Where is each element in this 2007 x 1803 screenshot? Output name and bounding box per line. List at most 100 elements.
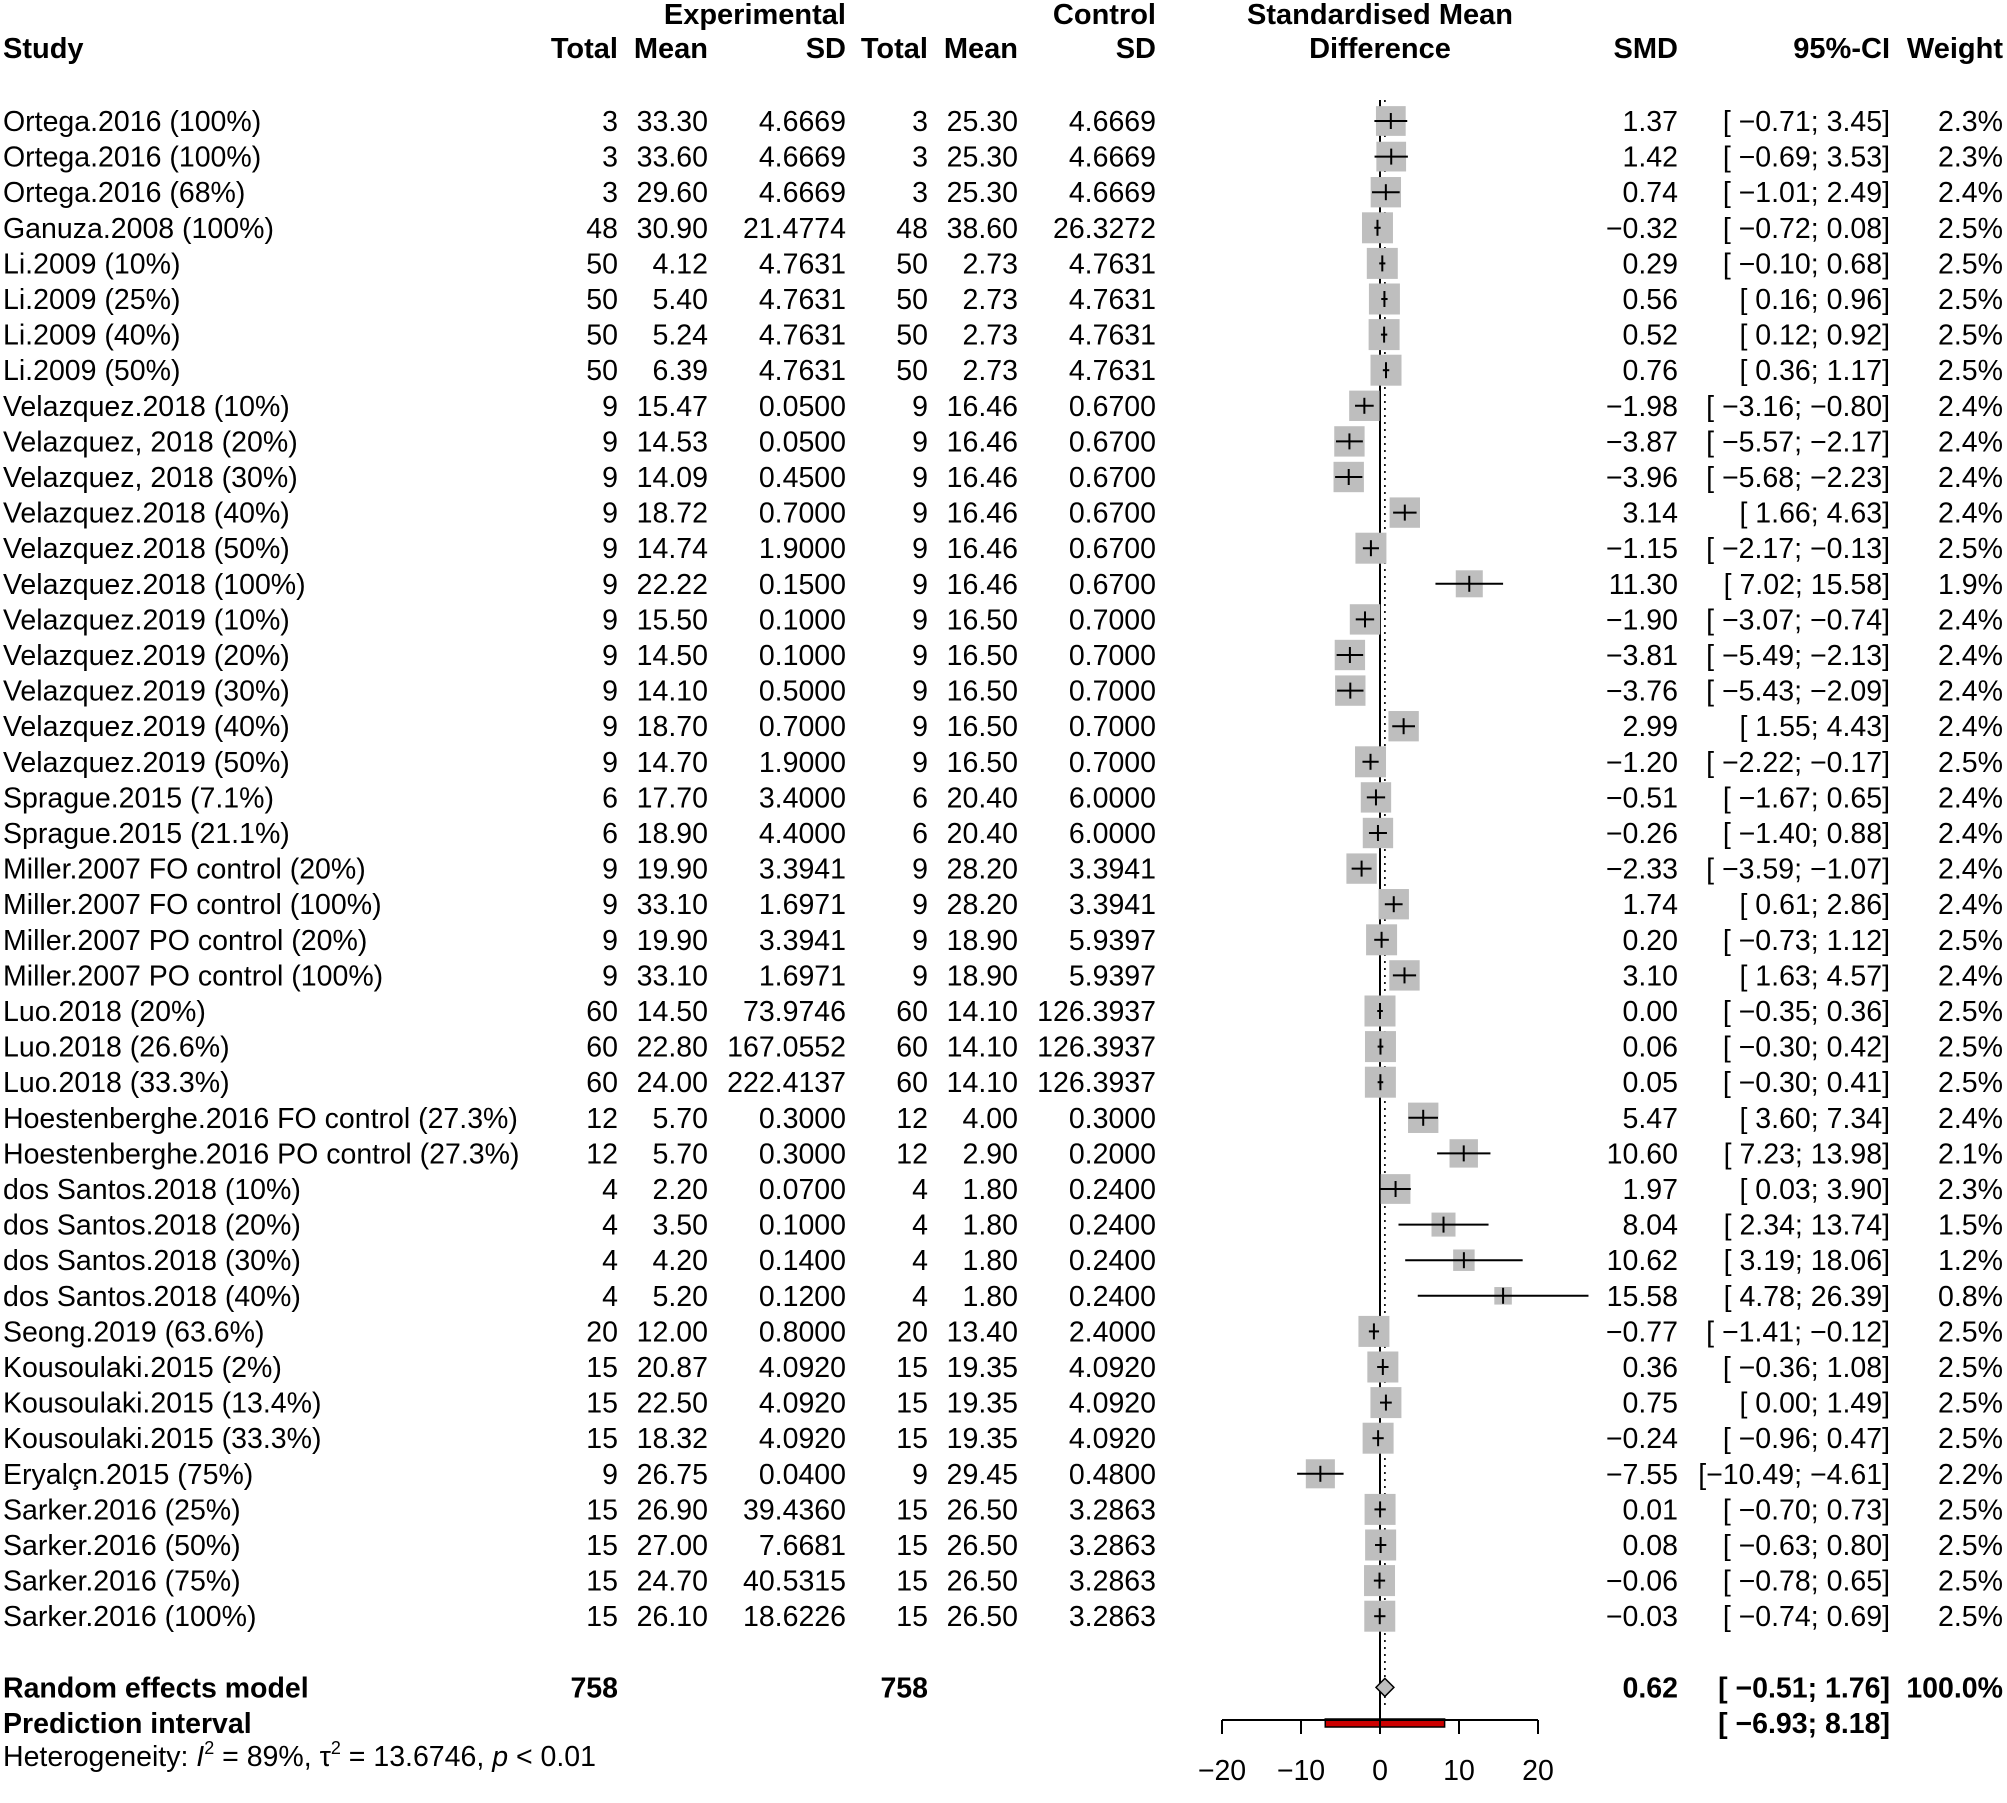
- cell-smd: 0.01: [1623, 1494, 1678, 1526]
- cell-ci: [ 3.19; 18.06]: [1724, 1245, 1890, 1277]
- cell-c-mean: 16.46: [947, 426, 1018, 458]
- cell-study: Kousoulaki.2015 (33.3%): [3, 1423, 321, 1455]
- cell-weight: 1.2%: [1938, 1245, 2003, 1277]
- cell-study: Hoestenberghe.2016 FO control (27.3%): [3, 1103, 518, 1135]
- cell-e-mean: 14.10: [637, 676, 708, 708]
- cell-c-sd: 126.3937: [1037, 996, 1156, 1028]
- cell-e-total: 9: [602, 711, 618, 743]
- cell-e-mean: 14.50: [637, 996, 708, 1028]
- cell-c-mean: 26.50: [947, 1530, 1018, 1562]
- cell-e-total: 50: [586, 248, 618, 280]
- cell-c-total: 9: [912, 462, 928, 494]
- cell-e-total: 9: [602, 604, 618, 636]
- cell-e-mean: 26.75: [637, 1459, 708, 1491]
- cell-study: Velazquez.2018 (10%): [3, 391, 290, 423]
- cell-c-sd: 4.0920: [1069, 1388, 1156, 1420]
- cell-e-sd: 222.4137: [727, 1067, 846, 1099]
- table-row: Ortega.2016 (100%) 3 33.30 4.6669 3 25.30 4.66…: [3, 106, 2003, 138]
- cell-study: Sarker.2016 (75%): [3, 1566, 241, 1598]
- cell-c-total: 9: [912, 925, 928, 957]
- cell-ci: [ −0.30; 0.41]: [1723, 1067, 1890, 1099]
- cell-smd: 0.52: [1623, 320, 1678, 352]
- cell-c-total: 12: [896, 1138, 928, 1170]
- random-effects-label: Random effects model: [3, 1672, 309, 1704]
- random-effects-row: Random effects model 758 758 0.62 [ −0.51; 1…: [3, 1672, 2003, 1704]
- cell-ci: [ −2.17; −0.13]: [1706, 533, 1890, 565]
- cell-ci: [ −0.30; 0.42]: [1723, 1032, 1890, 1064]
- table-row: Li.2009 (50%) 50 6.39 4.7631 50 2.73 4.7631 0.7…: [3, 355, 2003, 387]
- cell-e-mean: 33.60: [637, 142, 708, 174]
- cell-e-sd: 0.3000: [759, 1138, 846, 1170]
- cell-smd: −7.55: [1606, 1459, 1678, 1491]
- table-row: Velazquez.2019 (50%) 9 14.70 1.9000 9 16.50 0.…: [3, 747, 2003, 779]
- summary-diamond: [1374, 1677, 1395, 1698]
- cell-e-sd: 0.4500: [759, 462, 846, 494]
- cell-c-mean: 16.50: [947, 711, 1018, 743]
- cell-c-total: 9: [912, 711, 928, 743]
- cell-c-total: 15: [896, 1601, 928, 1633]
- cell-e-total: 4: [602, 1245, 618, 1277]
- cell-study: Miller.2007 PO control (100%): [3, 960, 383, 992]
- cell-weight: 2.5%: [1938, 533, 2003, 565]
- table-row: Velazquez, 2018 (20%) 9 14.53 0.0500 9 16.46 0…: [3, 426, 2003, 458]
- cell-c-mean: 2.73: [963, 248, 1018, 280]
- cell-e-total: 9: [602, 960, 618, 992]
- cell-c-sd: 4.6669: [1069, 177, 1156, 209]
- cell-e-sd: 0.1400: [759, 1245, 846, 1277]
- table-row: Velazquez.2019 (10%) 9 15.50 0.1000 9 16.50 0.…: [3, 604, 2003, 636]
- cell-weight: 2.4%: [1938, 177, 2003, 209]
- cell-c-mean: 16.46: [947, 462, 1018, 494]
- cell-e-sd: 21.4774: [743, 213, 846, 245]
- cell-c-mean: 14.10: [947, 996, 1018, 1028]
- cell-weight: 2.4%: [1938, 426, 2003, 458]
- prediction-interval-label: Prediction interval: [3, 1708, 252, 1740]
- cell-c-sd: 0.2400: [1069, 1174, 1156, 1206]
- cell-e-mean: 14.09: [637, 462, 708, 494]
- cell-e-sd: 3.4000: [759, 782, 846, 814]
- cell-smd: −3.81: [1606, 640, 1678, 672]
- cell-ci: [−10.49; −4.61]: [1698, 1459, 1890, 1491]
- cell-e-sd: 3.3941: [759, 925, 846, 957]
- cell-e-sd: 4.7631: [759, 355, 846, 387]
- cell-e-mean: 5.20: [653, 1281, 708, 1313]
- cell-ci: [ 4.78; 26.39]: [1724, 1281, 1890, 1313]
- cell-weight: 2.4%: [1938, 498, 2003, 530]
- header-smd-line1: Standardised Mean: [1247, 0, 1513, 31]
- cell-e-mean: 12.00: [637, 1316, 708, 1348]
- cell-c-sd: 4.7631: [1069, 248, 1156, 280]
- cell-study: Li.2009 (25%): [3, 284, 180, 316]
- cell-weight: 2.5%: [1938, 1067, 2003, 1099]
- cell-c-mean: 25.30: [947, 177, 1018, 209]
- cell-c-mean: 2.73: [963, 320, 1018, 352]
- cell-e-total: 15: [586, 1388, 618, 1420]
- cell-e-sd: 0.3000: [759, 1103, 846, 1135]
- cell-c-total: 9: [912, 747, 928, 779]
- cell-study: Hoestenberghe.2016 PO control (27.3%): [3, 1138, 519, 1170]
- cell-ci: [ −0.73; 1.12]: [1723, 925, 1890, 957]
- cell-c-mean: 19.35: [947, 1423, 1018, 1455]
- cell-c-total: 15: [896, 1423, 928, 1455]
- cell-study: Li.2009 (10%): [3, 248, 180, 280]
- cell-e-mean: 24.00: [637, 1067, 708, 1099]
- cell-c-mean: 18.90: [947, 960, 1018, 992]
- header-ci: 95%-CI: [1793, 33, 1890, 65]
- table-row: Velazquez, 2018 (30%) 9 14.09 0.4500 9 16.46 0…: [3, 462, 2003, 494]
- cell-smd: 0.29: [1623, 248, 1678, 280]
- cell-smd: 5.47: [1623, 1103, 1678, 1135]
- cell-c-total: 9: [912, 854, 928, 886]
- cell-c-total: 3: [912, 177, 928, 209]
- cell-ci: [ 1.66; 4.63]: [1739, 498, 1890, 530]
- cell-e-total: 60: [586, 1032, 618, 1064]
- cell-e-mean: 26.90: [637, 1494, 708, 1526]
- cell-c-sd: 0.2000: [1069, 1138, 1156, 1170]
- table-row: Velazquez.2018 (10%) 9 15.47 0.0500 9 16.46 0.…: [3, 391, 2003, 423]
- table-row: Miller.2007 FO control (100%) 9 33.10 1.697…: [3, 889, 2003, 921]
- cell-c-total: 6: [912, 782, 928, 814]
- cell-c-total: 9: [912, 569, 928, 601]
- cell-e-sd: 4.7631: [759, 248, 846, 280]
- cell-smd: −0.24: [1606, 1423, 1678, 1455]
- cell-c-sd: 126.3937: [1037, 1032, 1156, 1064]
- cell-c-total: 15: [896, 1494, 928, 1526]
- cell-smd: 10.60: [1607, 1138, 1678, 1170]
- cell-smd: 0.20: [1623, 925, 1678, 957]
